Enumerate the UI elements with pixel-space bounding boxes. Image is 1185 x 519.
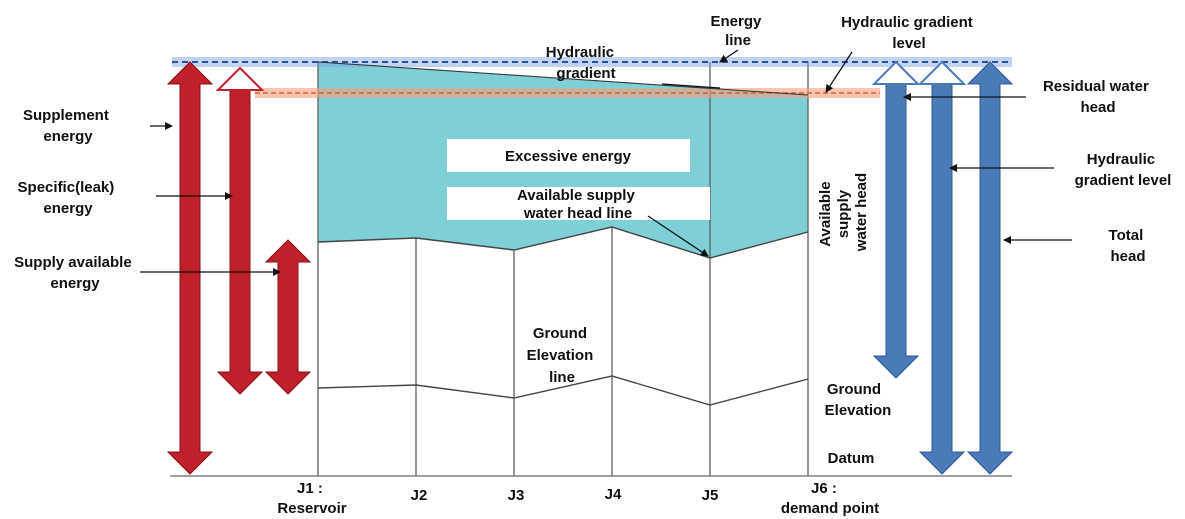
available-supply-line-label: Available supply water head line <box>517 187 639 222</box>
datum-label: Datum <box>828 450 875 467</box>
junction-label-j2: J2 <box>411 487 428 504</box>
ground-elevation-line <box>317 375 809 406</box>
hydraulic-gradient-label: Hydraulic gradient <box>546 44 619 82</box>
junction-label-j3: J3 <box>508 487 525 504</box>
available-supply-box <box>447 187 710 220</box>
available-supply-head-arrow-outline <box>871 60 921 85</box>
hydraulic-gradient-level-right-label: Hydraulic gradient level <box>1075 151 1172 189</box>
ground-elevation-line-label: Ground Elevation line <box>527 325 598 386</box>
junction-label-j1: J1 : Reservoir <box>277 480 346 517</box>
specific-leak-energy-label: Specific(leak) energy <box>18 179 119 217</box>
junction-label-j4: J4 <box>605 486 622 503</box>
junction-label-j5: J5 <box>702 487 719 504</box>
excessive-energy-label: Excessive energy <box>505 148 632 165</box>
hydraulic-gradient-level-arrow <box>918 61 966 475</box>
supply-available-energy-label: Supply available energy <box>14 254 136 292</box>
supply-available-energy-arrow <box>264 239 312 395</box>
pointer-arrows <box>140 49 1072 276</box>
ground-elevation-label: Ground Elevation <box>825 381 892 419</box>
hydraulic-gradient-line <box>317 61 809 96</box>
supplement-energy-arrow <box>166 61 214 475</box>
specific-leak-energy-arrow <box>216 67 264 395</box>
junction-label-j6: J6 : demand point <box>781 480 879 517</box>
supplement-energy-label: Supplement energy <box>23 107 113 145</box>
available-supply-line <box>317 226 809 259</box>
available-supply-head-arrow <box>872 61 920 379</box>
energy-line-label: Energy line <box>710 13 765 49</box>
hydraulic-gradient-level-top-label: Hydraulic gradient level <box>841 14 977 52</box>
specific-leak-energy-arrow-head-outline <box>215 66 265 91</box>
available-supply-head-label: Available supply water head <box>817 173 870 252</box>
total-head-arrow <box>966 61 1014 475</box>
hydraulic-gradient-level-arrow-outline <box>917 60 967 85</box>
excessive-energy-box <box>447 139 690 172</box>
residual-water-head-label: Residual water head <box>1043 78 1153 116</box>
total-head-label: Total head <box>1109 227 1148 265</box>
junction-lines <box>317 62 809 476</box>
